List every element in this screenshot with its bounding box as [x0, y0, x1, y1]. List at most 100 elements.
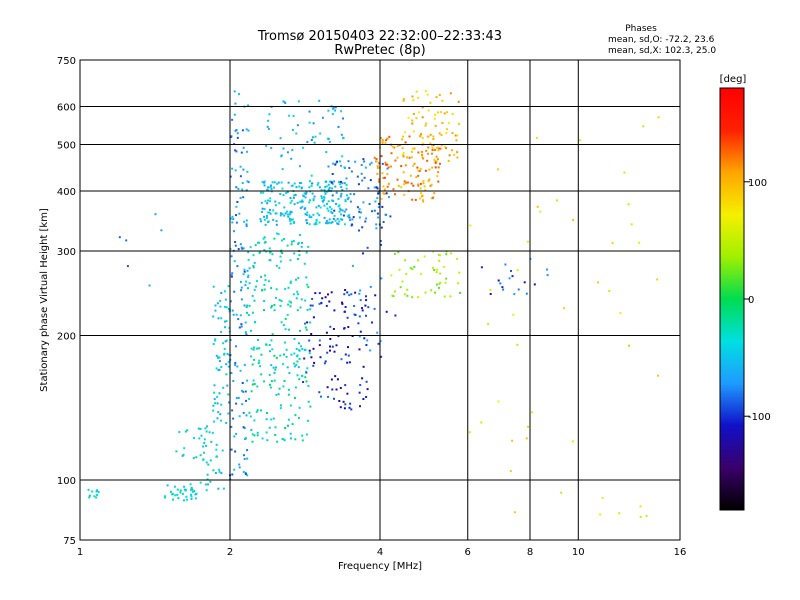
data-point: [657, 374, 660, 377]
data-point: [171, 492, 174, 495]
data-point: [642, 125, 645, 128]
data-point: [273, 186, 275, 189]
data-point: [271, 348, 274, 351]
data-point: [243, 454, 245, 457]
data-point: [233, 290, 236, 293]
data-point: [263, 181, 266, 184]
data-point: [443, 295, 446, 298]
data-point: [403, 183, 406, 186]
data-point: [246, 449, 249, 452]
data-point: [239, 243, 242, 246]
data-point: [194, 497, 197, 500]
data-point: [234, 361, 237, 364]
data-point: [272, 366, 275, 369]
data-point: [299, 207, 302, 210]
data-point: [311, 192, 314, 195]
data-point: [269, 350, 271, 353]
data-point: [205, 430, 208, 433]
data-point: [320, 195, 323, 198]
data-point: [427, 152, 429, 155]
data-point: [308, 180, 311, 183]
data-point: [242, 168, 245, 171]
data-point: [480, 421, 483, 424]
data-point: [216, 395, 219, 398]
data-point: [365, 299, 368, 302]
data-point: [314, 221, 317, 224]
data-point: [349, 402, 352, 405]
data-point: [273, 309, 276, 312]
data-point: [501, 286, 504, 289]
data-point: [218, 360, 221, 363]
data-point: [303, 192, 306, 195]
chart-subtitle: RwPretec (8p): [334, 43, 425, 58]
data-point: [286, 191, 289, 194]
data-point: [269, 383, 271, 386]
data-point: [269, 212, 272, 215]
data-point: [450, 252, 453, 255]
data-point: [376, 331, 379, 334]
data-point: [95, 490, 98, 493]
data-point: [411, 122, 414, 125]
data-point: [286, 210, 289, 213]
data-point: [343, 327, 346, 329]
data-point: [308, 186, 311, 189]
data-point: [274, 426, 277, 429]
data-point: [248, 282, 251, 285]
data-point: [308, 216, 311, 218]
data-point: [304, 196, 307, 199]
data-point: [560, 491, 563, 494]
data-point: [269, 250, 272, 253]
data-point: [344, 199, 347, 202]
data-point: [266, 125, 269, 128]
data-point: [435, 283, 438, 286]
data-point: [412, 113, 415, 115]
data-point: [272, 209, 275, 212]
data-point: [274, 434, 277, 436]
data-point: [379, 137, 382, 139]
data-point: [245, 280, 248, 283]
data-point: [230, 274, 233, 277]
data-point: [252, 379, 255, 382]
data-point: [253, 299, 256, 302]
data-point: [205, 461, 208, 464]
data-point: [381, 141, 384, 144]
data-point: [267, 280, 270, 283]
data-point: [427, 109, 430, 112]
data-point: [268, 344, 271, 346]
data-point: [225, 363, 228, 366]
data-point: [251, 440, 254, 443]
data-point: [417, 184, 420, 187]
data-point: [298, 342, 300, 345]
y-axis-ticks: 75 100 200 300 400 500 600 750: [57, 56, 76, 547]
data-point: [208, 431, 211, 434]
data-point: [438, 132, 441, 135]
data-point: [345, 177, 348, 180]
data-point: [270, 306, 273, 309]
data-point: [423, 185, 426, 188]
data-point: [298, 357, 301, 360]
data-point: [311, 182, 314, 185]
data-point: [182, 453, 185, 456]
data-point: [244, 471, 247, 474]
data-point: [393, 146, 396, 149]
data-point: [329, 345, 331, 348]
data-point: [190, 486, 193, 489]
data-point: [334, 106, 337, 109]
data-point: [328, 221, 331, 224]
data-point: [373, 156, 376, 159]
data-point: [350, 293, 353, 296]
data-point: [307, 400, 310, 403]
data-point: [332, 106, 335, 109]
data-point: [382, 185, 385, 188]
data-point: [377, 192, 380, 195]
data-point: [412, 164, 415, 167]
data-point: [295, 278, 297, 281]
data-point: [328, 218, 331, 221]
data-point: [183, 447, 186, 450]
data-point: [235, 186, 238, 189]
data-point: [174, 494, 177, 497]
data-point: [242, 390, 245, 393]
data-point: [333, 180, 336, 183]
data-point: [214, 402, 217, 405]
data-point: [228, 354, 231, 356]
